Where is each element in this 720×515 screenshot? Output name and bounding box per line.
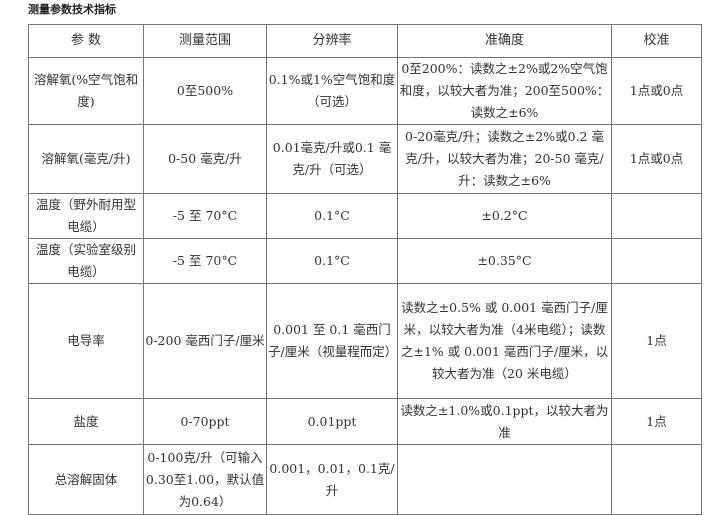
table-row: 温度（野外耐用型电缆） -5 至 70°C 0.1°C ±0.2°C [28, 193, 702, 239]
cell-resolution: 0.1°C [266, 193, 398, 239]
cell-resolution: 0.001 至 0.1 毫西门子/厘米（视量程而定） [266, 283, 398, 399]
table-row: 溶解氧(毫克/升) 0-50 毫克/升 0.01毫克/升或0.1 毫克/升（可选） 0… [28, 124, 702, 194]
cell-range: 0-200 毫西门子/厘米 [143, 283, 267, 399]
spec-table: 参 数 测量范围 分辨率 准确度 校准 溶解氧(%空气饱和度) 0至500% 0.1… [28, 24, 702, 515]
cell-accuracy: ±0.2°C [397, 193, 612, 239]
cell-calibration [611, 238, 702, 284]
cell-resolution: 0.001，0.01，0.1克/升 [266, 444, 398, 515]
cell-parameter: 盐度 [28, 398, 144, 445]
cell-accuracy [397, 444, 612, 515]
cell-parameter: 溶解氧(%空气饱和度) [28, 57, 144, 125]
header-calibration: 校准 [611, 24, 702, 58]
cell-range: -5 至 70°C [143, 193, 267, 239]
cell-range: -5 至 70°C [143, 238, 267, 284]
cell-accuracy: 0至200%：读数之±2%或2%空气饱和度，以较大者为准；200至500%：读数… [397, 57, 612, 125]
cell-parameter: 温度（实验室级别电缆） [28, 238, 144, 284]
cell-calibration: 1点 [611, 398, 702, 445]
cell-calibration [611, 444, 702, 515]
cell-range: 0至500% [143, 57, 267, 125]
header-row: 参 数 测量范围 分辨率 准确度 校准 [28, 24, 702, 58]
cell-calibration [611, 193, 702, 239]
table-row: 溶解氧(%空气饱和度) 0至500% 0.1%或1%空气饱和度（可选） 0至200%：… [28, 57, 702, 125]
cell-range: 0-50 毫克/升 [143, 124, 267, 194]
cell-range: 0-70ppt [143, 398, 267, 445]
cell-accuracy: 读数之±1.0%或0.1ppt，以较大者为准 [397, 398, 612, 445]
cell-range: 0-100克/升（可输入0.30至1.00，默认值为0.64） [143, 444, 267, 515]
header-accuracy: 准确度 [397, 24, 612, 58]
table-row: 温度（实验室级别电缆） -5 至 70°C 0.1°C ±0.35°C [28, 238, 702, 284]
header-range: 测量范围 [143, 24, 267, 58]
header-parameter: 参 数 [28, 24, 144, 58]
cell-accuracy: 读数之±0.5% 或 0.001 毫西门子/厘米，以较大者为准（4米电缆）；读数… [397, 283, 612, 399]
cell-parameter: 温度（野外耐用型电缆） [28, 193, 144, 239]
table-row: 盐度 0-70ppt 0.01ppt 读数之±1.0%或0.1ppt，以较大者为准 1点 [28, 398, 702, 445]
cell-resolution: 0.01毫克/升或0.1 毫克/升（可选） [266, 124, 398, 194]
section-title: 测量参数技术指标 [28, 3, 116, 16]
cell-parameter: 电导率 [28, 283, 144, 399]
cell-calibration: 1点或0点 [611, 124, 702, 194]
cell-resolution: 0.1°C [266, 238, 398, 284]
cell-parameter: 总溶解固体 [28, 444, 144, 515]
cell-calibration: 1点或0点 [611, 57, 702, 125]
cell-accuracy: ±0.35°C [397, 238, 612, 284]
table-row: 电导率 0-200 毫西门子/厘米 0.001 至 0.1 毫西门子/厘米（视量程而… [28, 283, 702, 399]
cell-resolution: 0.01ppt [266, 398, 398, 445]
header-resolution: 分辨率 [266, 24, 398, 58]
cell-resolution: 0.1%或1%空气饱和度（可选） [266, 57, 398, 125]
cell-calibration: 1点 [611, 283, 702, 399]
cell-parameter: 溶解氧(毫克/升) [28, 124, 144, 194]
cell-accuracy: 0-20毫克/升；读数之±2%或0.2 毫克/升，以较大者为准；20-50 毫克… [397, 124, 612, 194]
table-row: 总溶解固体 0-100克/升（可输入0.30至1.00，默认值为0.64） 0.00… [28, 444, 702, 515]
